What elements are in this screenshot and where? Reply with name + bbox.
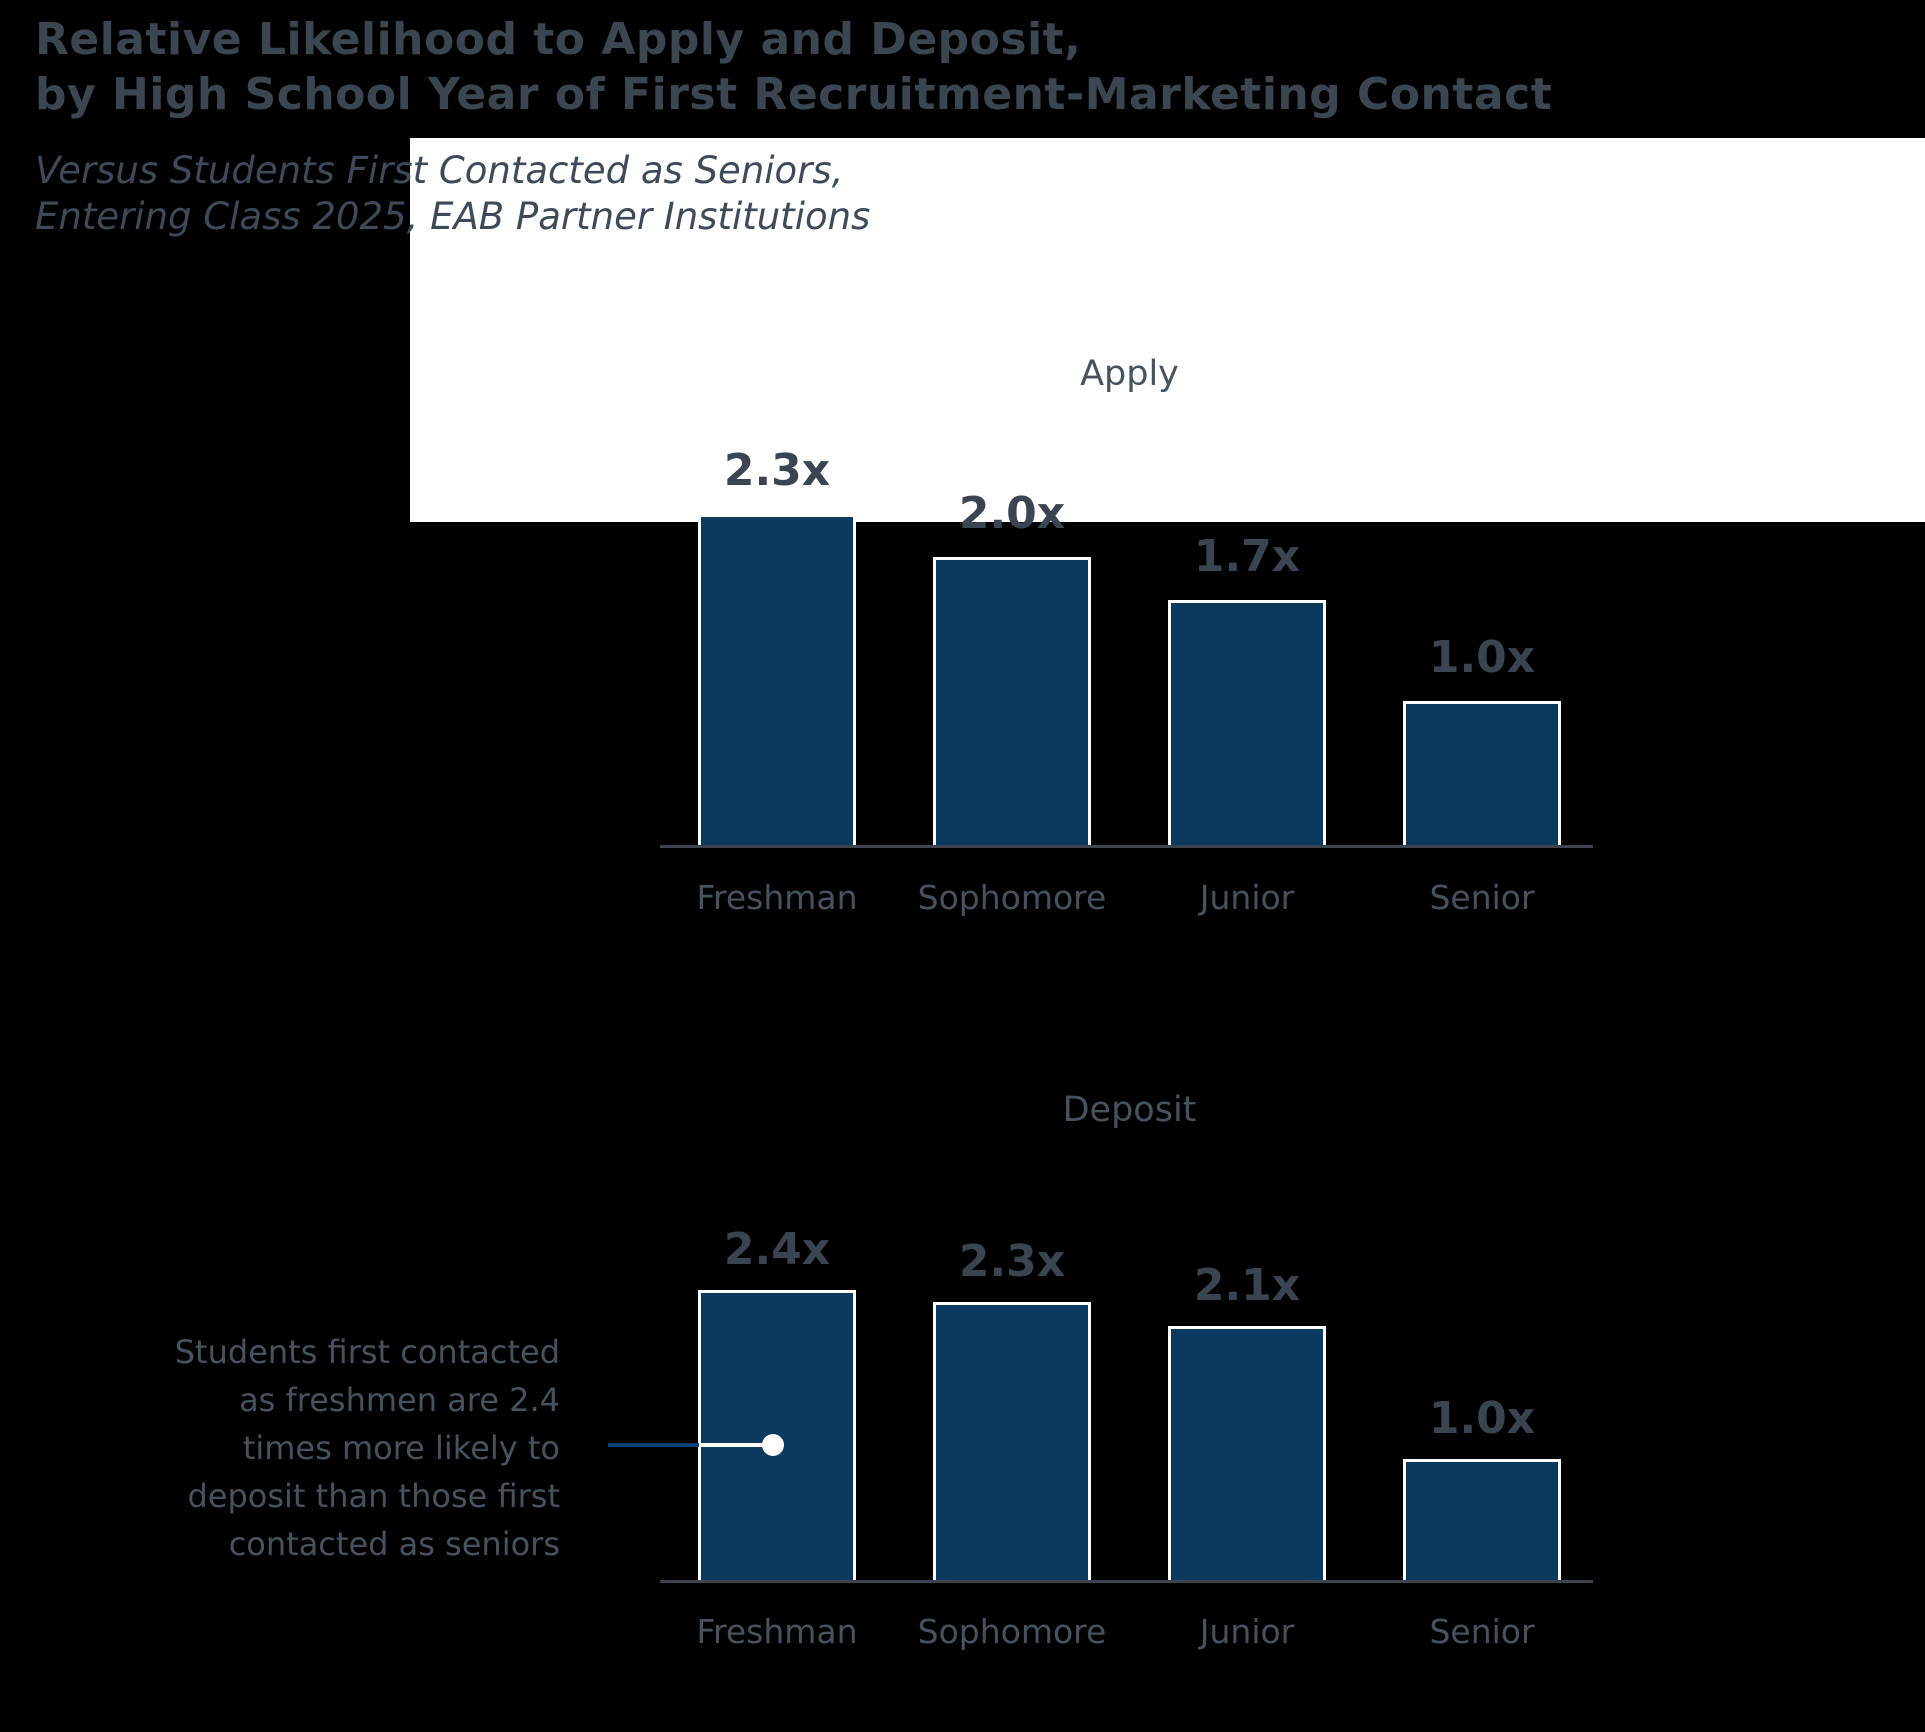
- apply-category-label-junior: Junior: [1199, 878, 1295, 917]
- deposit-category-label-freshman: Freshman: [696, 1612, 858, 1651]
- deposit-value-label-junior: 2.1x: [1193, 1260, 1301, 1311]
- apply-category-label-freshman: Freshman: [696, 878, 858, 917]
- apply-x-axis: [660, 845, 1593, 848]
- deposit-category-label-senior: Senior: [1429, 1612, 1535, 1651]
- deposit-x-axis: [660, 1580, 1593, 1583]
- deposit-category-label-junior: Junior: [1199, 1612, 1295, 1651]
- deposit-value-label-freshman: 2.4x: [723, 1224, 831, 1275]
- apply-category-label-senior: Senior: [1429, 878, 1535, 917]
- apply-bar-junior: [1168, 600, 1326, 845]
- deposit-bar-senior: [1403, 1459, 1561, 1580]
- deposit-chart-title: Deposit: [1062, 1090, 1197, 1130]
- annotation-text: Students first contacted as freshmen are…: [174, 1333, 560, 1563]
- callout-dot-icon: [762, 1434, 784, 1456]
- page-subtitle: Versus Students First Contacted as Senio…: [35, 148, 1235, 240]
- apply-bar-freshman: [698, 514, 856, 845]
- page-subtitle-line1: Versus Students First Contacted as Senio…: [35, 149, 844, 192]
- apply-bar-sophomore: [933, 557, 1091, 845]
- apply-category-label-sophomore: Sophomore: [917, 878, 1107, 917]
- page-title: Relative Likelihood to Apply and Deposit…: [35, 12, 1735, 122]
- deposit-value-label-senior: 1.0x: [1428, 1393, 1536, 1444]
- deposit-bar-sophomore: [933, 1302, 1091, 1580]
- callout-line-inner: [699, 1443, 773, 1447]
- apply-value-label-junior: 1.7x: [1193, 531, 1301, 582]
- apply-bar-senior: [1403, 701, 1561, 845]
- page-title-line2: by High School Year of First Recruitment…: [35, 69, 1553, 120]
- deposit-category-label-sophomore: Sophomore: [917, 1612, 1107, 1651]
- highlight-box: [410, 138, 1925, 522]
- apply-value-label-freshman: 2.3x: [723, 445, 831, 496]
- deposit-value-label-sophomore: 2.3x: [958, 1236, 1066, 1287]
- apply-chart-title: Apply: [1080, 354, 1179, 394]
- callout-line: [608, 1443, 699, 1447]
- deposit-bar-junior: [1168, 1326, 1326, 1580]
- page-subtitle-line2: Entering Class 2025, EAB Partner Institu…: [35, 195, 871, 238]
- apply-value-label-sophomore: 2.0x: [958, 488, 1066, 539]
- page-title-line1: Relative Likelihood to Apply and Deposit…: [35, 14, 1082, 65]
- apply-value-label-senior: 1.0x: [1428, 632, 1536, 683]
